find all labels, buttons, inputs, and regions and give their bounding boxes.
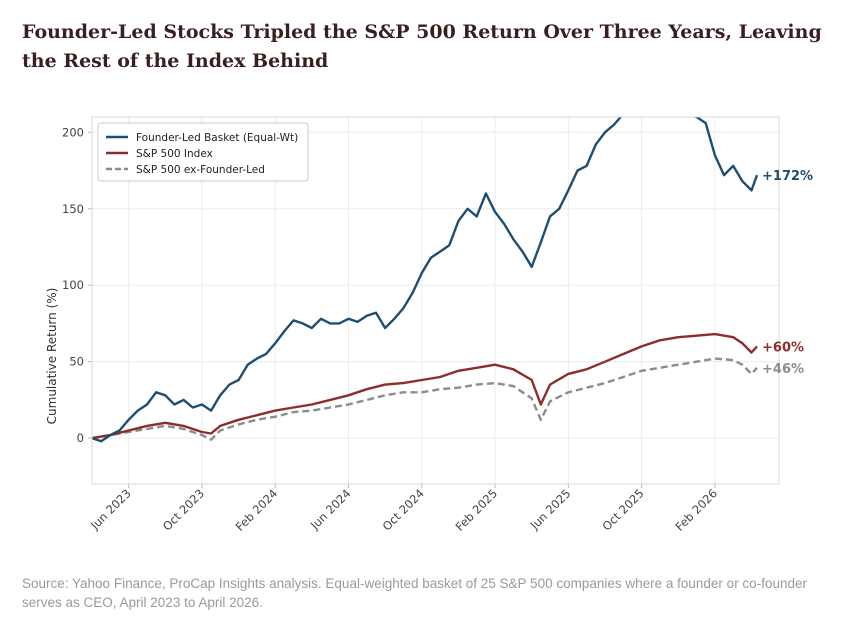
x-tick-label: Oct 2023 bbox=[160, 486, 207, 533]
y-tick-label: 200 bbox=[62, 125, 84, 139]
y-tick-label: 150 bbox=[62, 202, 84, 216]
y-tick-label: 50 bbox=[69, 355, 84, 369]
x-tick-label: Feb 2025 bbox=[453, 486, 501, 534]
sp500-ex-founder-line bbox=[92, 357, 758, 441]
plot-frame bbox=[91, 116, 780, 485]
x-tick-label: Jun 2024 bbox=[307, 486, 354, 533]
sp500-line bbox=[92, 332, 758, 440]
x-tick-label: Feb 2026 bbox=[672, 486, 720, 534]
chart-legend: Founder-Led Basket (Equal-Wt) S&P 500 Ind… bbox=[97, 122, 309, 182]
sp500-ex-founder-end-label: +46% bbox=[762, 362, 804, 377]
chart-axes bbox=[88, 116, 780, 488]
founder-led-line bbox=[92, 117, 759, 443]
y-axis-label: Cumulative Return (%) bbox=[45, 288, 59, 425]
legend-sp500-ex-founder-label: S&P 500 ex-Founder-Led bbox=[136, 164, 265, 176]
y-tick-label: 0 bbox=[77, 431, 84, 445]
chart-svg: 0 50 100 150 200 Jun 2023 Oct 2023 Feb 2024 Jun … bbox=[45, 116, 813, 534]
legend-box bbox=[97, 122, 309, 182]
legend-sp500-label: S&P 500 Index bbox=[136, 148, 213, 160]
x-tick-label: Feb 2024 bbox=[233, 486, 281, 534]
chart-lines bbox=[92, 117, 759, 443]
x-tick-label: Jun 2023 bbox=[87, 486, 134, 533]
x-tick-label: Oct 2025 bbox=[599, 486, 646, 533]
chart-title: Founder-Led Stocks Tripled the S&P 500 R… bbox=[22, 21, 822, 72]
x-tick-label: Jun 2025 bbox=[527, 486, 574, 533]
legend-founder-led-label: Founder-Led Basket (Equal-Wt) bbox=[136, 132, 298, 144]
x-tick-label: Oct 2024 bbox=[380, 486, 427, 533]
sp500-end-label: +60% bbox=[762, 340, 804, 355]
founder-led-end-label: +172% bbox=[762, 169, 813, 184]
source-note: Source: Yahoo Finance, ProCap Insights a… bbox=[22, 576, 807, 610]
y-tick-label: 100 bbox=[62, 278, 84, 292]
